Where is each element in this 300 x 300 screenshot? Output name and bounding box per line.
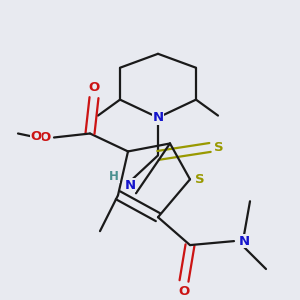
Text: N: N <box>152 111 164 124</box>
Text: O: O <box>178 285 190 298</box>
Text: S: S <box>195 173 205 186</box>
Text: N: N <box>238 235 250 248</box>
Text: O: O <box>39 131 51 144</box>
Text: S: S <box>214 141 224 154</box>
Text: N: N <box>124 179 136 192</box>
Text: H: H <box>109 170 119 183</box>
Text: O: O <box>30 130 42 143</box>
Text: O: O <box>88 81 100 94</box>
